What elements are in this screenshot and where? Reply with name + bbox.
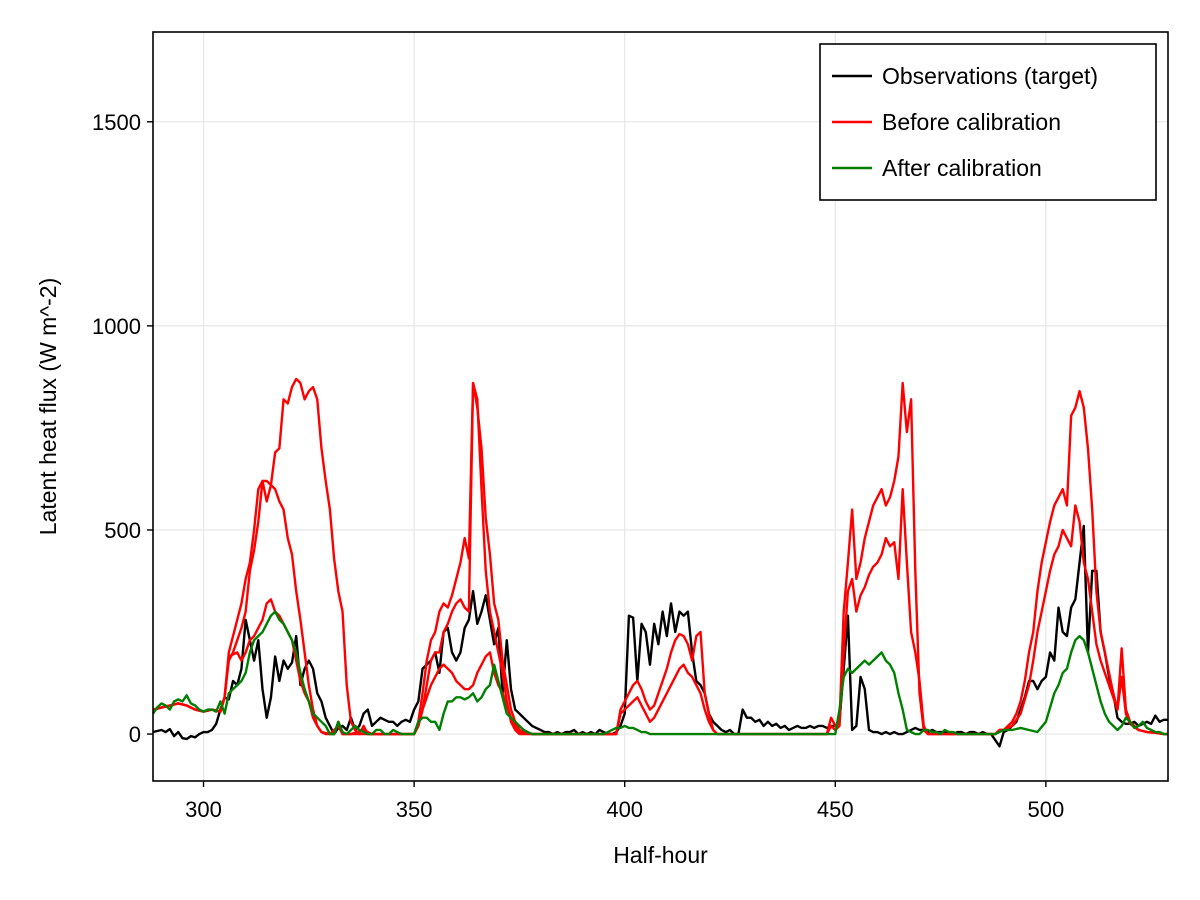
y-tick-label: 500 <box>104 518 141 543</box>
series-layer <box>152 377 1168 748</box>
legend-label: After calibration <box>882 155 1042 181</box>
y-tick-label: 1000 <box>92 314 141 339</box>
series-line-before-calibration <box>152 487 1168 736</box>
x-tick-label: 500 <box>1028 797 1065 822</box>
y-tick-label: 1500 <box>92 110 141 135</box>
legend: Observations (target) Before calibration A… <box>819 43 1157 201</box>
series-line-after-calibration <box>152 610 1168 736</box>
x-tick-label: 350 <box>396 797 433 822</box>
legend-box <box>819 43 1157 201</box>
x-tick-label: 300 <box>185 797 222 822</box>
series-line-observations-target- <box>152 524 1168 748</box>
legend-label: Before calibration <box>882 109 1061 135</box>
y-axis-label: Latent heat flux (W m^-2) <box>35 278 61 536</box>
x-tick-label: 400 <box>606 797 643 822</box>
x-tick-label: 450 <box>817 797 854 822</box>
ticks: 300 350 400 450 500 0 500 1000 1500 <box>92 110 1064 822</box>
series-line-before-calibration <box>152 377 617 736</box>
legend-label: Observations (target) <box>882 63 1098 89</box>
x-axis-label: Half-hour <box>613 842 708 868</box>
series-line-before-calibration <box>152 381 1168 736</box>
y-tick-label: 0 <box>129 722 141 747</box>
plot-frame <box>152 31 1169 782</box>
